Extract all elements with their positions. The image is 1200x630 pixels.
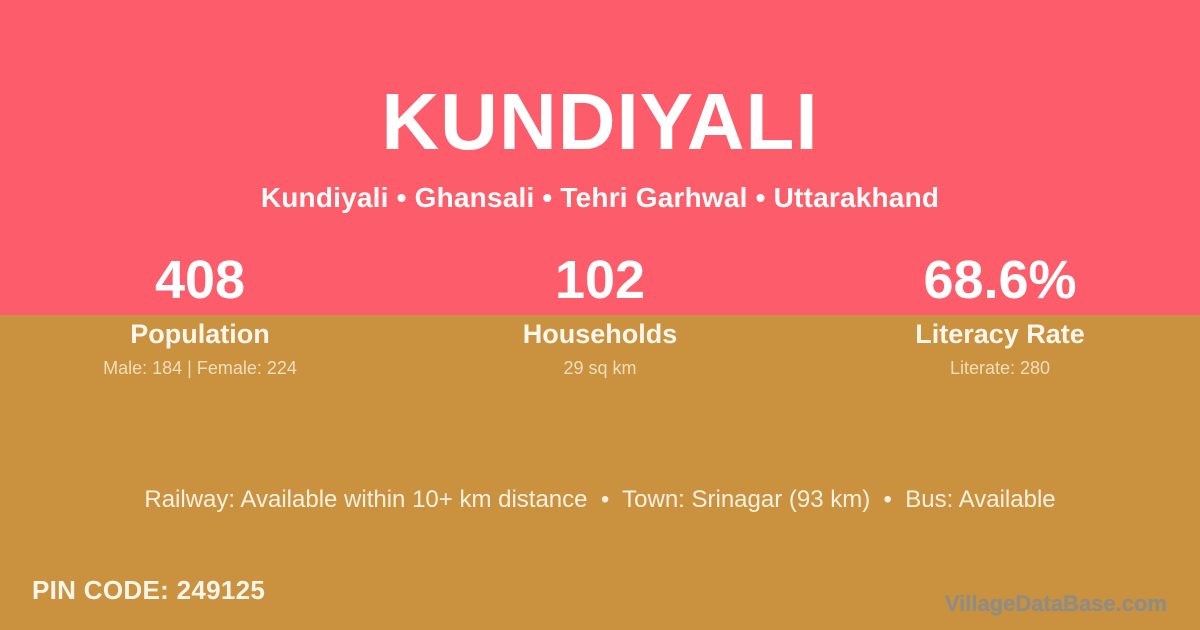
amenities-line: Railway: Available within 10+ km distanc…	[144, 486, 1056, 513]
details-section	[0, 315, 1200, 630]
stat-population: 408 Population Male: 184 | Female: 224	[0, 253, 400, 380]
households-detail: 29 sq km	[563, 358, 637, 378]
households-value: 102	[554, 250, 646, 310]
literacy-label: Literacy Rate	[915, 319, 1085, 349]
households-label: Households	[522, 319, 678, 349]
pin-code: PIN CODE: 249125	[32, 575, 266, 605]
page-title: KUNDIYALI	[381, 77, 819, 166]
site-watermark: VillageDataBase.com	[944, 591, 1167, 616]
stats-row: 408 Population Male: 184 | Female: 224 1…	[0, 253, 1200, 380]
stat-households: 102 Households 29 sq km	[400, 253, 800, 380]
literacy-value: 68.6%	[923, 250, 1077, 310]
population-value: 408	[154, 250, 246, 310]
stat-literacy: 68.6% Literacy Rate Literate: 280	[800, 253, 1200, 380]
population-label: Population	[130, 319, 270, 349]
population-detail: Male: 184 | Female: 224	[103, 358, 297, 378]
literacy-detail: Literate: 280	[949, 358, 1051, 378]
header-section: KUNDIYALI Kundiyali • Ghansali • Tehri G…	[0, 0, 1200, 315]
breadcrumb: Kundiyali • Ghansali • Tehri Garhwal • U…	[260, 182, 940, 213]
